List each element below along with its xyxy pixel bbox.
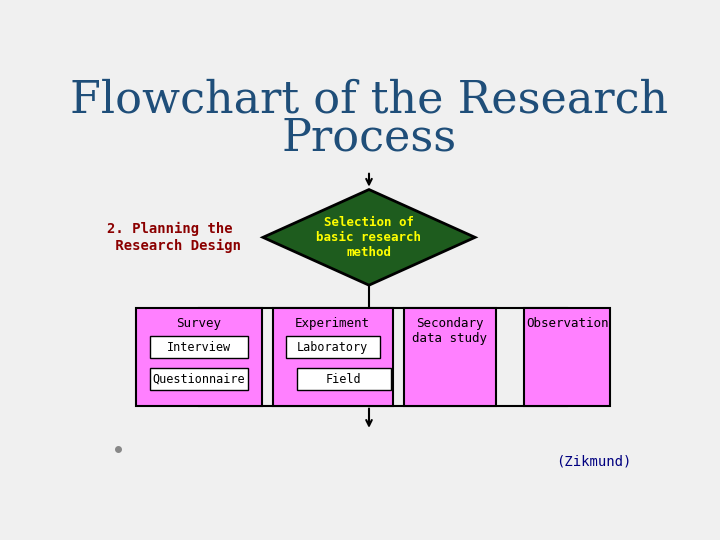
FancyBboxPatch shape [150, 336, 248, 358]
Text: (Zikmund): (Zikmund) [556, 454, 631, 468]
FancyBboxPatch shape [404, 308, 496, 406]
FancyBboxPatch shape [150, 368, 248, 390]
Text: Laboratory: Laboratory [297, 341, 369, 354]
Text: Selection of
basic research
method: Selection of basic research method [317, 216, 421, 259]
Text: Experiment: Experiment [295, 317, 370, 330]
Text: Secondary
data study: Secondary data study [413, 317, 487, 345]
FancyBboxPatch shape [136, 308, 261, 406]
FancyBboxPatch shape [524, 308, 611, 406]
Text: 2. Planning the
 Research Design: 2. Planning the Research Design [107, 222, 240, 253]
Text: Process: Process [282, 116, 456, 159]
Text: Interview: Interview [167, 341, 231, 354]
Text: Field: Field [326, 373, 361, 386]
FancyBboxPatch shape [286, 336, 379, 358]
Text: Survey: Survey [176, 317, 221, 330]
Text: Flowchart of the Research: Flowchart of the Research [70, 78, 668, 122]
Text: Questionnaire: Questionnaire [153, 373, 245, 386]
Polygon shape [263, 190, 475, 285]
Text: Observation: Observation [526, 317, 608, 330]
FancyBboxPatch shape [297, 368, 391, 390]
FancyBboxPatch shape [273, 308, 392, 406]
